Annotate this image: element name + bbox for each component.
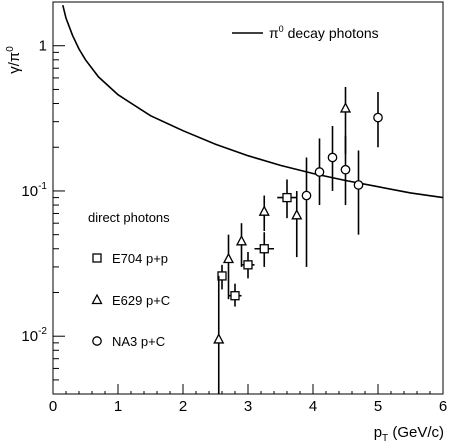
x-tick-label: 2 [179,398,187,415]
x-tick-label: 3 [244,398,252,415]
data-point [230,291,240,301]
legend-curve-label: π0 decay photons [269,24,379,41]
x-axis-title: pT (GeV/c) [374,424,444,444]
curve-layer [62,5,444,199]
legend-label: NA3 p+C [112,334,165,349]
data-point [222,252,235,264]
y-tick-label: 10-2 [21,326,47,345]
legend-heading: direct photons [88,210,170,225]
legend-label: E629 p+C [112,293,170,308]
data-point [314,167,325,177]
data-point [353,180,364,190]
y-tick-label: 10-1 [21,181,47,200]
legend-label: E704 p+p [112,251,168,266]
data-point [282,192,292,203]
legend-marker-triangle [91,293,103,305]
data-point [340,164,351,175]
legend-marker-square [92,253,102,263]
points-layer [213,86,383,394]
y-tick-label: 1 [39,38,47,55]
data-point [327,152,338,163]
legend: π0 decay photons direct photons E704 p+p E6… [88,24,379,349]
data-point [291,208,303,220]
data-point [301,190,312,201]
x-tick-label: 5 [374,398,382,415]
x-tick-label: 4 [309,398,317,415]
y-axis-title: γ/π0 [5,46,23,74]
x-tick-label: 6 [439,398,447,415]
data-point [339,102,352,113]
data-point [259,244,269,254]
series-triangle [213,86,352,394]
pi0-decay-curve [62,5,444,199]
data-point [235,234,248,246]
x-tick-label: 1 [114,398,122,415]
data-point [213,333,225,344]
data-point [373,112,383,123]
series-circle [301,92,383,267]
axis-ticks: 0 1 2 3 4 5 6 1 10-1 10-2 [21,1,447,415]
data-point [243,260,253,270]
x-tick-label: 0 [49,398,57,415]
legend-marker-circle [92,336,102,346]
series-square [217,179,297,307]
data-point [258,205,270,216]
